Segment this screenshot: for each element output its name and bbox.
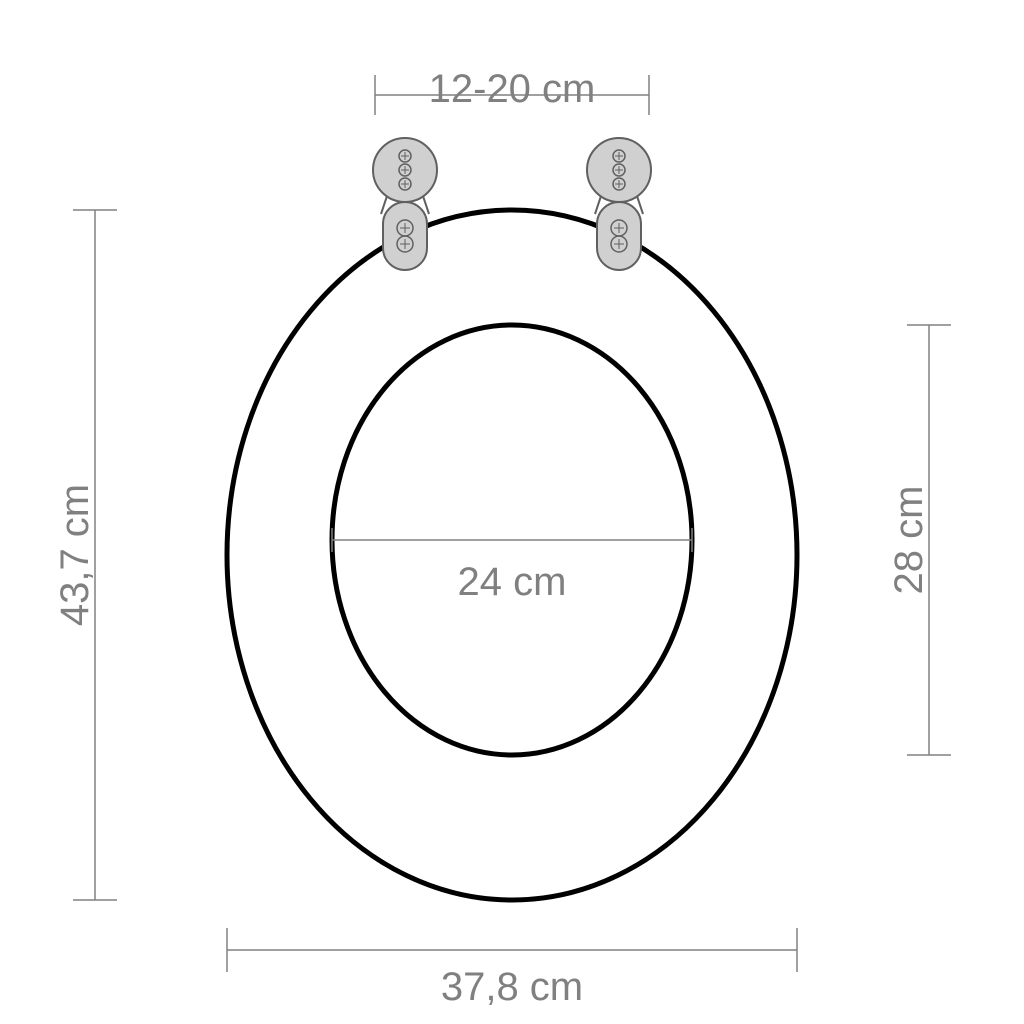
dim-total-width-label: 37,8 cm: [441, 965, 583, 1009]
dim-inner-width: 24 cm: [332, 528, 692, 604]
hinge-right: [587, 138, 651, 270]
hinge-left: [373, 138, 437, 270]
dim-inner-height: 28 cm: [887, 325, 951, 755]
dim-total-width: 37,8 cm: [227, 928, 797, 1009]
dim-total-height: 43,7 cm: [53, 210, 117, 900]
dim-inner-height-label: 28 cm: [887, 486, 931, 595]
dim-total-height-label: 43,7 cm: [53, 484, 97, 626]
dim-inner-width-label: 24 cm: [458, 560, 567, 604]
dim-hinge-spacing-label: 12-20 cm: [429, 67, 596, 111]
seat-outer-outline: [227, 210, 797, 900]
dim-hinge-spacing: 12-20 cm: [375, 67, 649, 115]
